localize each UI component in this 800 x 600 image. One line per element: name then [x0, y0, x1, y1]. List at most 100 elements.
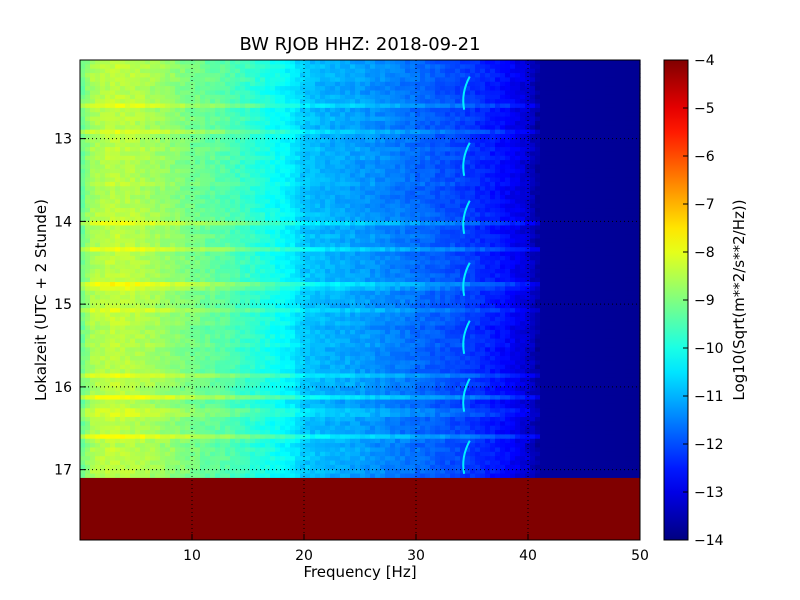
heatmap-cell — [560, 129, 566, 135]
heatmap-cell — [510, 181, 516, 187]
heatmap-cell — [380, 116, 386, 122]
heatmap-cell — [140, 129, 146, 135]
heatmap-cell — [445, 208, 451, 213]
heatmap-cell — [255, 60, 261, 65]
heatmap-cell — [110, 194, 116, 200]
heatmap-cell — [465, 164, 471, 170]
heatmap-cell — [190, 94, 196, 100]
heatmap-cell — [130, 212, 136, 218]
heatmap-cell — [155, 99, 161, 105]
heatmap-cell — [140, 155, 146, 161]
heatmap-cell — [440, 155, 446, 161]
heatmap-cell — [215, 77, 221, 83]
heatmap-cell — [340, 64, 346, 70]
heatmap-cell — [360, 216, 366, 222]
heatmap-cell — [515, 112, 521, 118]
heatmap-cell — [420, 60, 426, 65]
heatmap-cell — [95, 138, 101, 144]
heatmap-cell — [120, 120, 126, 126]
heatmap-cell — [485, 86, 491, 92]
heatmap-cell — [125, 68, 131, 74]
heatmap-cell — [195, 94, 201, 100]
heatmap-cell — [465, 60, 471, 65]
heatmap-cell — [85, 142, 91, 148]
heatmap-cell — [125, 190, 131, 196]
heatmap-cell — [130, 120, 136, 126]
heatmap-cell — [575, 99, 581, 105]
heatmap-cell — [100, 99, 106, 105]
heatmap-cell — [400, 99, 406, 105]
heatmap-cell — [430, 94, 436, 100]
heatmap-cell — [190, 129, 196, 135]
heatmap-cell — [100, 186, 106, 192]
heatmap-cell — [85, 173, 91, 179]
heatmap-cell — [275, 212, 281, 218]
heatmap-cell — [340, 125, 346, 131]
heatmap-cell — [530, 103, 536, 109]
heatmap-cell — [165, 203, 171, 209]
heatmap-cell — [410, 216, 416, 222]
heatmap-cell — [335, 68, 341, 74]
heatmap-cell — [405, 86, 411, 92]
heatmap-cell — [365, 107, 371, 113]
heatmap-cell — [395, 116, 401, 122]
heatmap-cell — [180, 173, 186, 179]
heatmap-cell — [90, 120, 96, 126]
heatmap-cell — [505, 138, 511, 144]
heatmap-cell — [185, 107, 191, 113]
heatmap-cell — [630, 155, 636, 161]
heatmap-cell — [610, 203, 616, 209]
heatmap-cell — [115, 199, 121, 205]
heatmap-cell — [285, 229, 291, 235]
heatmap-cell — [565, 177, 571, 183]
heatmap-cell — [575, 142, 581, 148]
heatmap-cell — [235, 138, 241, 144]
heatmap-cell — [625, 147, 631, 153]
heatmap-cell — [510, 151, 516, 157]
heatmap-cell — [350, 94, 356, 100]
heatmap-cell — [115, 68, 121, 74]
heatmap-cell — [595, 125, 601, 131]
heatmap-cell — [195, 216, 201, 222]
heatmap-cell — [195, 138, 201, 144]
heatmap-cell — [180, 177, 186, 183]
heatmap-cell — [555, 234, 561, 240]
heatmap-cell — [515, 116, 521, 122]
heatmap-cell — [635, 208, 641, 213]
heatmap-cell — [445, 68, 451, 74]
heatmap-cell — [585, 194, 591, 200]
heatmap-cell — [360, 81, 366, 87]
heatmap-cell — [405, 194, 411, 200]
heatmap-cell — [430, 186, 436, 192]
heatmap-cell — [520, 73, 526, 79]
heatmap-cell — [425, 199, 431, 205]
heatmap-cell — [195, 81, 201, 87]
heatmap-cell — [615, 60, 621, 65]
heatmap-cell — [105, 216, 111, 222]
heatmap-cell — [260, 112, 266, 118]
heatmap-cell — [535, 173, 541, 179]
heatmap-cell — [105, 134, 111, 139]
heatmap-cell — [420, 221, 426, 227]
heatmap-cell — [355, 90, 361, 96]
heatmap-cell — [275, 68, 281, 74]
heatmap-cell — [240, 120, 246, 126]
heatmap-cell — [385, 216, 391, 222]
heatmap-cell — [480, 242, 486, 248]
heatmap-cell — [540, 147, 546, 153]
heatmap-cell — [220, 138, 226, 144]
heatmap-cell — [505, 208, 511, 213]
heatmap-cell — [125, 120, 131, 126]
heatmap-cell — [250, 234, 256, 240]
heatmap-cell — [610, 81, 616, 87]
heatmap-cell — [235, 155, 241, 161]
heatmap-cell — [330, 194, 336, 200]
heatmap-cell — [575, 77, 581, 83]
heatmap-cell — [85, 138, 91, 144]
heatmap-cell — [365, 134, 371, 139]
heatmap-cell — [205, 90, 211, 96]
heatmap-cell — [585, 73, 591, 79]
heatmap-cell — [460, 129, 466, 135]
heatmap-cell — [200, 242, 206, 248]
heatmap-cell — [625, 77, 631, 83]
